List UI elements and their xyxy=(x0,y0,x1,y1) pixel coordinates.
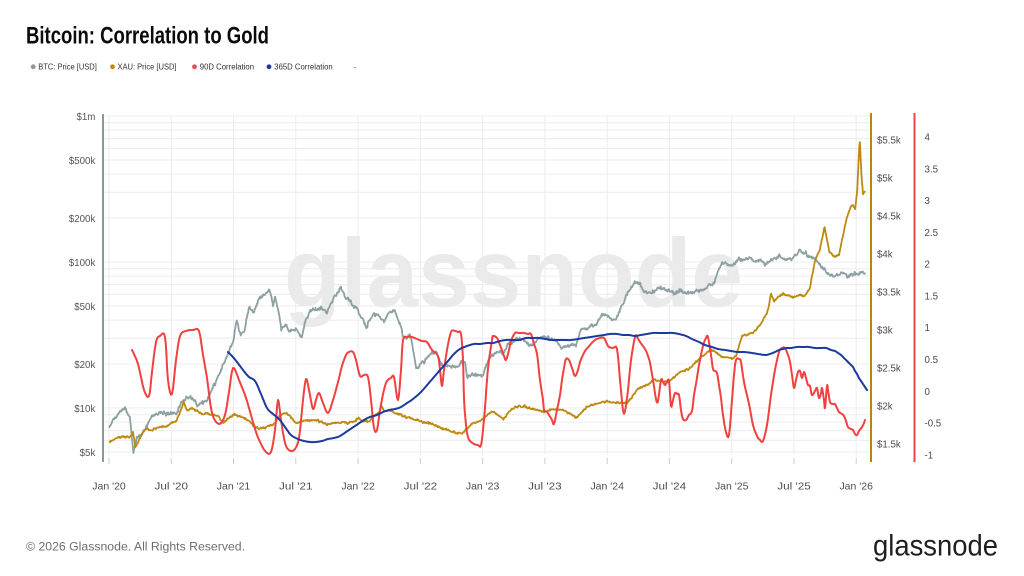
svg-text:0: 0 xyxy=(925,387,931,398)
svg-text:Jan '25: Jan '25 xyxy=(715,481,749,493)
svg-text:$3.5k: $3.5k xyxy=(877,288,901,299)
svg-text:3: 3 xyxy=(925,196,930,207)
svg-text:$2.5k: $2.5k xyxy=(877,364,901,375)
svg-text:0.5: 0.5 xyxy=(925,355,938,366)
svg-text:90D Correlation: 90D Correlation xyxy=(200,62,254,72)
svg-text:-0.5: -0.5 xyxy=(925,419,942,430)
svg-text:-1: -1 xyxy=(925,450,934,461)
svg-text:$1m: $1m xyxy=(76,112,95,123)
svg-text:Jan '22: Jan '22 xyxy=(341,481,375,493)
svg-text:Jul '22: Jul '22 xyxy=(404,481,438,493)
svg-text:XAU: Price [USD]: XAU: Price [USD] xyxy=(118,62,177,72)
svg-text:Jan '20: Jan '20 xyxy=(92,481,126,493)
svg-text:BTC: Price [USD]: BTC: Price [USD] xyxy=(38,62,97,72)
svg-text:$100k: $100k xyxy=(69,258,96,269)
svg-text:$200k: $200k xyxy=(69,214,96,225)
svg-text:$5.5k: $5.5k xyxy=(877,135,901,146)
svg-text:glassnode: glassnode xyxy=(873,530,998,563)
svg-text:Jul '23: Jul '23 xyxy=(528,481,562,493)
svg-text:-: - xyxy=(354,62,357,72)
svg-text:$500k: $500k xyxy=(69,156,96,167)
svg-text:4: 4 xyxy=(925,133,931,144)
svg-text:2.5: 2.5 xyxy=(925,228,938,239)
svg-text:Bitcoin: Correlation to Gold: Bitcoin: Correlation to Gold xyxy=(26,23,269,50)
svg-text:glassnode: glassnode xyxy=(284,219,743,328)
svg-text:$20k: $20k xyxy=(74,360,95,371)
svg-text:Jan '23: Jan '23 xyxy=(466,481,500,493)
svg-text:Jan '26: Jan '26 xyxy=(839,481,873,493)
svg-text:Jul '24: Jul '24 xyxy=(653,481,687,493)
svg-text:Jul '20: Jul '20 xyxy=(155,481,189,493)
svg-text:$5k: $5k xyxy=(877,173,893,184)
svg-text:Jan '24: Jan '24 xyxy=(590,481,624,493)
svg-text:1: 1 xyxy=(925,323,930,334)
svg-text:$10k: $10k xyxy=(74,404,95,415)
svg-text:© 2026 Glassnode. All Rights R: © 2026 Glassnode. All Rights Reserved. xyxy=(26,540,245,554)
svg-text:Jan '21: Jan '21 xyxy=(217,481,251,493)
svg-text:$3k: $3k xyxy=(877,326,893,337)
svg-text:Jul '25: Jul '25 xyxy=(777,481,811,493)
svg-text:2: 2 xyxy=(925,260,930,271)
svg-text:$1.5k: $1.5k xyxy=(877,440,901,451)
svg-text:1.5: 1.5 xyxy=(925,292,938,303)
svg-text:$50k: $50k xyxy=(74,302,95,313)
svg-text:Jul '21: Jul '21 xyxy=(279,481,313,493)
svg-text:$5k: $5k xyxy=(80,448,96,459)
svg-text:$4k: $4k xyxy=(877,250,893,261)
svg-text:$4.5k: $4.5k xyxy=(877,211,901,222)
svg-text:$2k: $2k xyxy=(877,402,893,413)
svg-text:365D Correlation: 365D Correlation xyxy=(274,62,333,72)
svg-text:3.5: 3.5 xyxy=(925,164,938,175)
